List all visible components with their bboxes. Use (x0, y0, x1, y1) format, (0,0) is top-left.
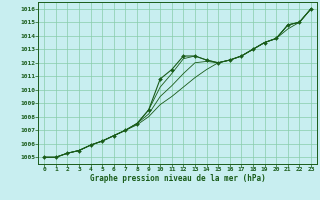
X-axis label: Graphe pression niveau de la mer (hPa): Graphe pression niveau de la mer (hPa) (90, 174, 266, 183)
